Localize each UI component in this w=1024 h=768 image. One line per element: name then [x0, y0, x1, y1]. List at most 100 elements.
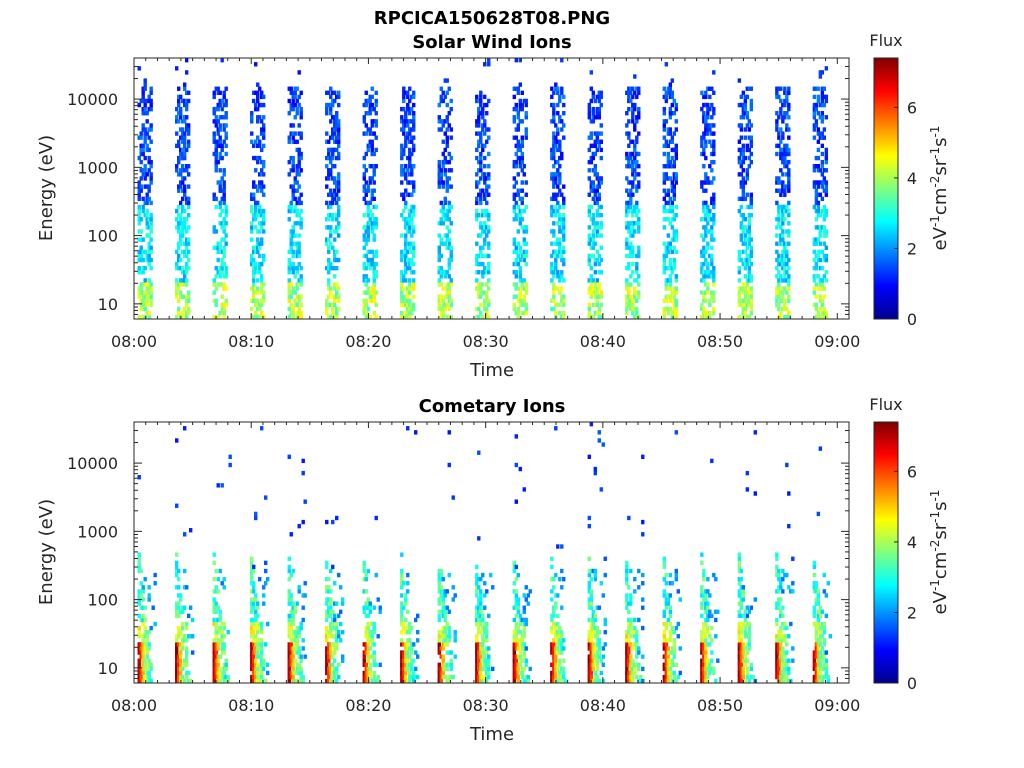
- heatmap-cell: [637, 184, 641, 189]
- heatmap-cell: [518, 270, 522, 275]
- heatmap-cell: [333, 617, 337, 623]
- heatmap-cell: [441, 306, 445, 312]
- heatmap-cell: [743, 111, 748, 116]
- heatmap-cell: [479, 159, 483, 165]
- heatmap-cell: [364, 188, 368, 193]
- heatmap-cell: [250, 229, 254, 234]
- heatmap-cell: [587, 261, 592, 267]
- heatmap-cell: [414, 617, 418, 623]
- heatmap-cell: [783, 217, 787, 222]
- heatmap-cell: [449, 253, 453, 259]
- heatmap-cell: [512, 564, 516, 570]
- heatmap-cell: [402, 94, 406, 100]
- heatmap-cell: [512, 589, 516, 594]
- heatmap-cell: [177, 172, 181, 177]
- heatmap-cell: [186, 90, 191, 96]
- heatmap-cell: [479, 646, 483, 651]
- heatmap-cell: [297, 298, 301, 303]
- heatmap-cell: [631, 233, 635, 238]
- heatmap-cell: [475, 589, 479, 594]
- heatmap-cell: [222, 200, 226, 206]
- heatmap-cell: [220, 261, 224, 267]
- heatmap-cell: [181, 270, 185, 275]
- heatmap-cell: [220, 581, 224, 586]
- heatmap-cell: [672, 147, 676, 153]
- heatmap-cell: [560, 221, 564, 226]
- heatmap-cell: [186, 298, 191, 303]
- heatmap-cell: [214, 634, 218, 639]
- heatmap-cell: [552, 221, 556, 226]
- heatmap-cell: [214, 245, 218, 250]
- heatmap-cell: [370, 629, 374, 635]
- heatmap-cell: [299, 678, 303, 684]
- heatmap-cell: [301, 593, 305, 598]
- heatmap-cell: [412, 143, 416, 149]
- heatmap-cell: [368, 662, 372, 667]
- heatmap-cell: [181, 625, 185, 631]
- heatmap-cell: [250, 221, 254, 226]
- heatmap-cell: [335, 670, 339, 676]
- heatmap-cell: [149, 180, 153, 185]
- heatmap-cell: [749, 286, 753, 291]
- heatmap-cell: [560, 119, 564, 124]
- heatmap-cell: [179, 674, 183, 680]
- heatmap-cell: [552, 286, 556, 291]
- heatmap-cell: [212, 670, 216, 676]
- heatmap-cell: [149, 286, 153, 291]
- heatmap-cell: [441, 646, 445, 651]
- heatmap-cell: [518, 58, 522, 63]
- heatmap-cell: [562, 221, 566, 226]
- heatmap-cell: [479, 192, 483, 197]
- heatmap-cell: [487, 265, 491, 271]
- heatmap-cell: [287, 674, 291, 680]
- heatmap-cell: [512, 674, 516, 680]
- heatmap-cell: [400, 638, 404, 643]
- heatmap-cell: [145, 674, 149, 680]
- heatmap-cell: [668, 298, 673, 303]
- heatmap-cell: [250, 646, 254, 651]
- heatmap-cell: [820, 135, 825, 140]
- heatmap-cell: [587, 147, 592, 153]
- heatmap-cell: [362, 131, 366, 136]
- heatmap-cell: [181, 135, 185, 140]
- heatmap-cell: [406, 265, 410, 271]
- heatmap-cell: [812, 241, 817, 246]
- heatmap-cell: [143, 155, 147, 161]
- heatmap-cell: [329, 200, 333, 206]
- heatmap-cell: [222, 221, 226, 226]
- heatmap-cell: [376, 597, 380, 602]
- heatmap-cell: [558, 155, 562, 161]
- heatmap-cell: [222, 115, 226, 120]
- heatmap-cell: [554, 634, 558, 639]
- heatmap-cell: [749, 261, 753, 267]
- heatmap-cell: [214, 654, 218, 659]
- heatmap-cell: [325, 638, 329, 643]
- heatmap-cell: [408, 286, 412, 291]
- heatmap-cell: [479, 164, 483, 169]
- heatmap-cell: [672, 111, 676, 116]
- heatmap-cell: [414, 674, 418, 680]
- heatmap-cell: [299, 310, 303, 316]
- heatmap-cell: [589, 658, 594, 663]
- heatmap-cell: [745, 172, 750, 177]
- heatmap-cell: [816, 98, 821, 104]
- heatmap-cell: [739, 196, 744, 202]
- heatmap-cell: [325, 629, 329, 635]
- heatmap-cell: [599, 294, 603, 299]
- heatmap-cell: [443, 217, 447, 222]
- heatmap-cell: [287, 650, 291, 655]
- heatmap-cell: [260, 172, 264, 177]
- heatmap-cell: [481, 646, 485, 651]
- heatmap-cell: [818, 180, 823, 185]
- heatmap-cell: [552, 646, 556, 651]
- heatmap-cell: [475, 306, 479, 312]
- heatmap-cell: [741, 212, 746, 218]
- heatmap-cell: [250, 601, 254, 606]
- heatmap-cell: [295, 86, 299, 91]
- heatmap-cell: [333, 139, 337, 144]
- heatmap-cell: [327, 282, 331, 287]
- heatmap-cell: [175, 168, 179, 173]
- heatmap-cell: [781, 212, 785, 218]
- heatmap-cell: [781, 208, 785, 214]
- heatmap-cell: [252, 658, 256, 663]
